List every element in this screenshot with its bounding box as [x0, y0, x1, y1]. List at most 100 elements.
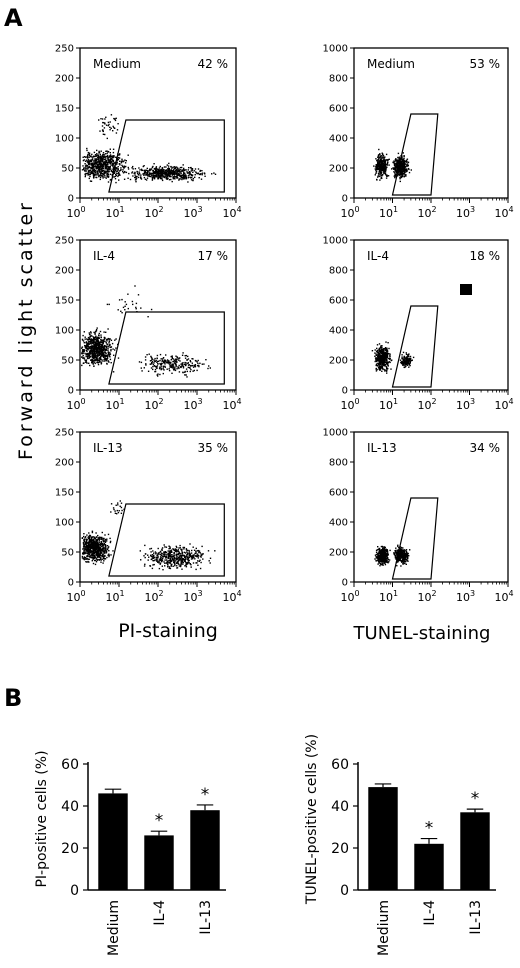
- event-dot: [172, 172, 174, 174]
- event-dot: [87, 546, 89, 548]
- event-dot: [92, 536, 94, 538]
- event-dot: [84, 361, 87, 363]
- event-dot: [113, 354, 115, 356]
- event-dot: [403, 356, 405, 359]
- event-dot: [184, 357, 187, 359]
- event-dot: [90, 349, 92, 351]
- event-dot: [105, 166, 107, 168]
- event-dot: [108, 156, 110, 158]
- event-dot: [105, 346, 108, 348]
- event-dot: [104, 153, 107, 155]
- event-dot: [390, 368, 392, 370]
- event-dot: [152, 554, 154, 557]
- event-dot: [170, 175, 172, 178]
- event-dot: [380, 361, 383, 363]
- event-dot: [88, 362, 90, 364]
- event-dot: [389, 358, 391, 361]
- event-dot: [377, 175, 379, 177]
- event-dot: [105, 547, 107, 549]
- event-dot: [150, 168, 153, 170]
- event-dot: [167, 553, 169, 555]
- event-dot: [97, 165, 99, 167]
- event-dot: [96, 553, 98, 555]
- event-dot: [104, 357, 106, 359]
- event-dot: [91, 546, 93, 548]
- event-dot: [385, 169, 387, 171]
- event-dot: [81, 350, 84, 353]
- y-tick-label: 1000: [323, 428, 348, 439]
- event-dot: [197, 564, 199, 566]
- event-dot: [174, 178, 176, 180]
- event-dot: [158, 367, 161, 370]
- event-dot: [105, 161, 107, 163]
- event-dot: [193, 369, 195, 372]
- event-dot: [94, 344, 96, 347]
- event-dot: [82, 362, 85, 364]
- event-dot: [93, 338, 95, 340]
- event-dot: [187, 169, 189, 171]
- event-dot: [110, 362, 112, 364]
- event-dot: [101, 531, 103, 534]
- event-dot: [407, 355, 409, 357]
- event-dot: [108, 355, 111, 357]
- event-dot: [161, 548, 163, 550]
- event-dot: [171, 357, 173, 360]
- event-dot: [400, 361, 402, 364]
- event-dot: [106, 176, 108, 178]
- event-dot: [120, 310, 122, 312]
- event-dot: [94, 155, 96, 158]
- event-dot: [381, 355, 383, 357]
- y-tick-label: 1000: [323, 44, 348, 55]
- event-dot: [380, 360, 382, 363]
- event-dot: [204, 173, 206, 175]
- event-dot: [185, 362, 187, 364]
- event-dot: [185, 549, 188, 551]
- event-dot: [185, 564, 187, 566]
- event-dot: [92, 554, 95, 557]
- event-dot: [81, 352, 83, 354]
- event-dot: [91, 355, 94, 358]
- event-dot: [92, 540, 95, 542]
- event-dot: [160, 175, 162, 177]
- event-dot: [87, 547, 90, 550]
- event-dot: [87, 158, 90, 161]
- event-dot: [187, 556, 189, 558]
- event-dot: [109, 343, 111, 346]
- event-dot: [92, 348, 94, 350]
- event-dot: [404, 163, 406, 165]
- event-dot: [405, 361, 407, 364]
- event-dot: [154, 168, 156, 170]
- event-dot: [103, 556, 105, 559]
- event-dot: [397, 156, 399, 159]
- event-dot: [385, 341, 387, 343]
- event-dot: [151, 166, 154, 169]
- event-dot: [167, 555, 169, 558]
- event-dot: [93, 357, 96, 359]
- event-dot: [399, 166, 401, 169]
- event-dot: [117, 168, 119, 170]
- event-dot: [110, 160, 113, 163]
- event-dot: [165, 551, 168, 554]
- event-dot: [137, 176, 140, 179]
- event-dot: [148, 353, 150, 355]
- event-dot: [98, 332, 100, 335]
- event-dot: [98, 359, 100, 362]
- event-dot: [91, 156, 93, 158]
- event-dot: [387, 159, 389, 161]
- tunel-x-axis-label: TUNEL-staining: [353, 623, 491, 644]
- event-dot: [107, 170, 109, 173]
- event-dot: [376, 179, 378, 181]
- event-dot: [181, 559, 184, 562]
- event-dot: [99, 553, 101, 555]
- event-dot: [175, 364, 177, 366]
- event-dot: [99, 176, 102, 179]
- event-dot: [184, 556, 186, 558]
- event-dot: [142, 173, 144, 175]
- event-dot: [403, 364, 405, 366]
- event-dot: [104, 340, 106, 343]
- event-dot: [176, 567, 179, 569]
- event-dot: [159, 559, 161, 561]
- event-dot: [103, 348, 106, 351]
- event-dot: [101, 558, 104, 560]
- event-dot: [383, 356, 386, 359]
